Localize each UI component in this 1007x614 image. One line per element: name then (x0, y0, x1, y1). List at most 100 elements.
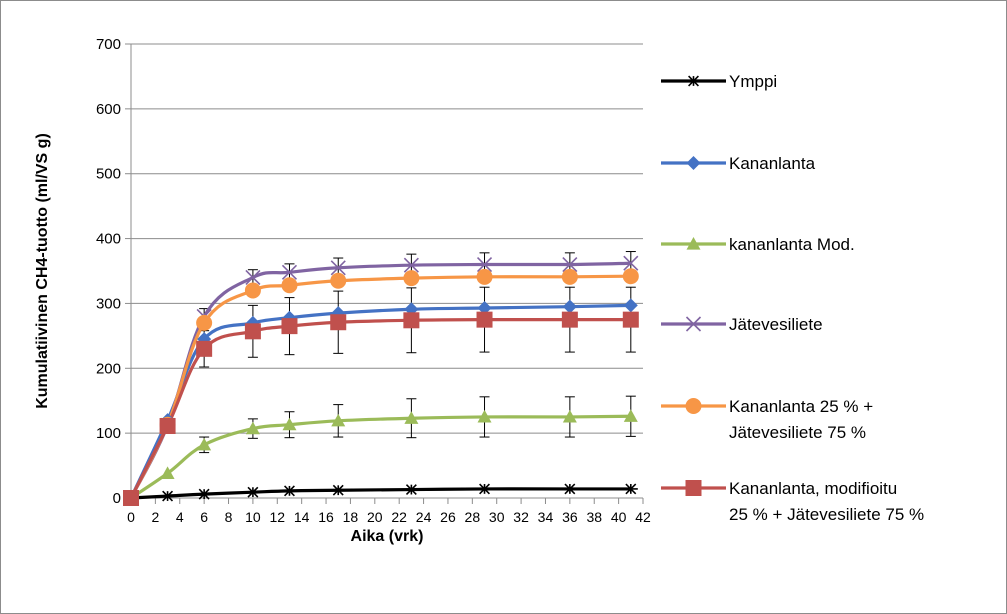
x-tick-label: 14 (294, 509, 310, 525)
x-tick-label: 12 (269, 509, 285, 525)
y-axis-title: Kumulatiivinen CH4-tuotto (ml/VS g) (34, 133, 51, 409)
x-tick-label: 4 (176, 509, 184, 525)
legend-entry: Kananlanta 25 % + Jätevesiliete 75 % (661, 397, 873, 442)
data-point (404, 411, 419, 424)
x-tick-label: 36 (562, 509, 578, 525)
x-tick-label: 16 (318, 509, 334, 525)
data-point (160, 466, 175, 479)
x-tick-label: 32 (513, 509, 529, 525)
gridlines (131, 43, 643, 434)
data-point (123, 490, 139, 506)
data-point (686, 237, 701, 250)
legend-label: Kananlanta (729, 154, 816, 173)
data-point (685, 480, 702, 496)
data-point (477, 483, 492, 495)
data-point (330, 314, 347, 331)
x-tick-label: 22 (391, 509, 407, 525)
data-point (245, 421, 260, 435)
data-point (623, 255, 639, 271)
series-lines (129, 261, 631, 500)
x-tick-label: 24 (416, 509, 432, 525)
series-line (129, 261, 631, 499)
series-line (129, 274, 631, 499)
axes (130, 44, 643, 499)
data-point (622, 268, 639, 285)
data-point (623, 298, 638, 313)
series-line (129, 317, 631, 499)
data-point (685, 398, 702, 414)
y-tick-label: 500 (96, 166, 121, 183)
x-tick-label: 38 (586, 509, 602, 525)
legend-entry: Kananlanta, modifioitu 25 % + Jätevesilie… (661, 479, 924, 524)
data-point (282, 485, 297, 497)
data-point (330, 260, 346, 276)
legend-entry: Kananlanta (661, 154, 816, 173)
data-point (403, 312, 420, 329)
data-point (686, 75, 701, 87)
legend-entry: Ymppi (661, 72, 777, 91)
legend-label: Jätevesiliete 75 % (729, 423, 866, 442)
legend-label: Kananlanta 25 % + (729, 397, 873, 416)
x-tick-label: 0 (127, 509, 135, 525)
data-point (477, 300, 492, 315)
data-point (476, 311, 493, 328)
data-point (282, 417, 297, 431)
x-tick-label: 34 (538, 509, 554, 525)
data-point (331, 413, 346, 427)
data-point (245, 269, 261, 286)
data-point (561, 268, 578, 285)
x-tick-label: 30 (489, 509, 505, 525)
data-point (197, 437, 212, 451)
legend-entry: kananlanta Mod. (661, 235, 855, 254)
legend-label: Jätevesiliete (729, 315, 823, 334)
data-point (197, 488, 212, 500)
x-axis-title: Aika (vrk) (351, 528, 424, 545)
data-point (476, 256, 493, 273)
y-tick-label: 700 (96, 36, 121, 53)
data-point (477, 409, 492, 423)
legend-label: 25 % + Jätevesiliete 75 % (729, 505, 924, 524)
data-point (685, 316, 702, 332)
y-tick-label: 100 (96, 425, 121, 442)
x-tick-label: 28 (465, 509, 481, 525)
data-point (331, 484, 346, 496)
data-point (561, 311, 578, 328)
legend: Ymppi Kananlanta kananlanta Mod. Jätevesili… (661, 72, 924, 524)
series-line (130, 487, 631, 500)
data-point (160, 490, 175, 502)
data-point (404, 484, 419, 496)
data-point (403, 257, 419, 273)
data-point (562, 483, 577, 495)
data-point (159, 418, 176, 435)
data-point (562, 256, 578, 273)
legend-label: Kananlanta, modifioitu (729, 479, 897, 498)
data-point (244, 282, 261, 299)
x-tick-label: 8 (225, 509, 233, 525)
data-point (244, 323, 261, 340)
data-point (622, 311, 639, 328)
data-point (562, 299, 577, 314)
data-point (562, 409, 577, 423)
x-tick-label: 6 (200, 509, 208, 525)
x-tick-label: 40 (611, 509, 627, 525)
data-point (403, 270, 420, 287)
data-point (281, 264, 298, 280)
data-point (281, 277, 298, 294)
y-tick-label: 400 (96, 231, 121, 248)
y-tick-label: 0 (113, 490, 121, 507)
y-tick-label: 600 (96, 101, 121, 118)
data-point (476, 268, 493, 285)
y-axis-ticks: 0 100 200 300 400 500 600 700 (96, 36, 131, 507)
series-line (130, 414, 631, 500)
data-point (196, 314, 213, 331)
data-point (281, 318, 298, 335)
legend-label: Ymppi (729, 72, 777, 91)
x-tick-label: 42 (635, 509, 651, 525)
x-tick-label: 20 (367, 509, 383, 525)
y-tick-label: 200 (96, 360, 121, 377)
x-tick-label: 2 (151, 509, 159, 525)
x-tick-label: 26 (440, 509, 456, 525)
data-point (196, 340, 213, 357)
